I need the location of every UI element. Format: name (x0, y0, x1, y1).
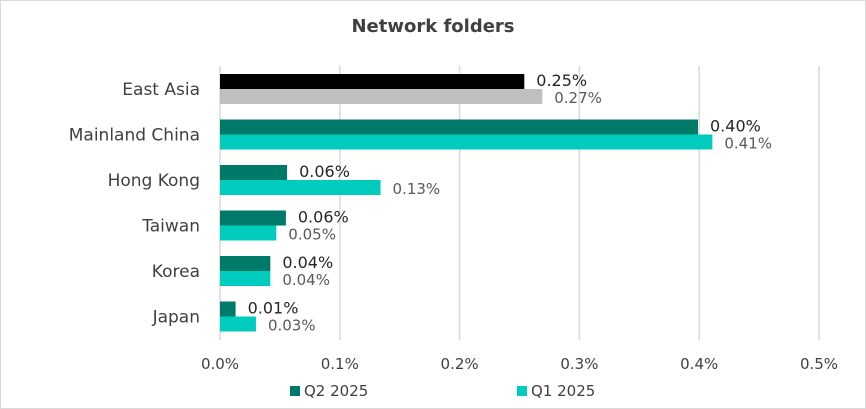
bar-q2 (220, 119, 699, 135)
bar-q2 (220, 301, 236, 317)
chart-title: Network folders (351, 16, 515, 37)
bar-q1 (220, 180, 381, 195)
data-label: 0.41% (724, 135, 772, 153)
category-label: Mainland China (69, 126, 200, 146)
data-label: 0.03% (268, 317, 316, 335)
x-tick-label: 0.3% (560, 355, 598, 373)
data-label: 0.13% (393, 180, 441, 198)
x-tick-label: 0.0% (201, 355, 239, 373)
data-label: 0.06% (299, 162, 350, 181)
category-label: Hong Kong (108, 171, 200, 191)
bar-q1 (220, 134, 713, 150)
x-tick-label: 0.1% (321, 355, 359, 373)
x-tick-label: 0.5% (800, 355, 838, 373)
legend: Q2 2025 Q1 2025 (290, 382, 595, 400)
bar-q1 (220, 316, 256, 332)
legend-label: Q1 2025 (531, 382, 595, 400)
data-labels: 0.25%0.27%0.40%0.41%0.06%0.13%0.06%0.05%… (248, 71, 772, 335)
category-labels: East Asia Mainland China Hong Kong Taiwan Ko… (69, 80, 200, 328)
bar-q2 (220, 74, 525, 89)
data-label: 0.25% (536, 71, 587, 90)
bar-q2 (220, 256, 271, 271)
data-label: 0.04% (282, 271, 330, 289)
data-label: 0.01% (248, 299, 299, 318)
x-tick-labels: 0.0% 0.1% 0.2% 0.3% 0.4% 0.5% (201, 355, 838, 373)
data-label: 0.06% (298, 208, 349, 227)
bar-q2 (220, 165, 288, 180)
x-tick-label: 0.4% (680, 355, 718, 373)
legend-swatch (290, 386, 300, 396)
category-label: Japan (152, 308, 200, 328)
x-tick-label: 0.2% (441, 355, 479, 373)
category-label: Korea (152, 262, 200, 282)
gridlines (219, 66, 820, 340)
data-label: 0.05% (288, 226, 336, 244)
legend-swatch (517, 386, 527, 396)
data-label: 0.27% (554, 89, 602, 107)
bar-q1 (220, 225, 277, 241)
bars (220, 74, 713, 332)
category-label: East Asia (122, 80, 200, 100)
bar-q2 (220, 210, 286, 226)
data-label: 0.04% (282, 253, 333, 272)
bar-q1 (220, 271, 271, 286)
bar-q1 (220, 89, 543, 104)
legend-label: Q2 2025 (304, 382, 368, 400)
data-label: 0.40% (710, 117, 761, 136)
category-label: Taiwan (141, 217, 200, 237)
